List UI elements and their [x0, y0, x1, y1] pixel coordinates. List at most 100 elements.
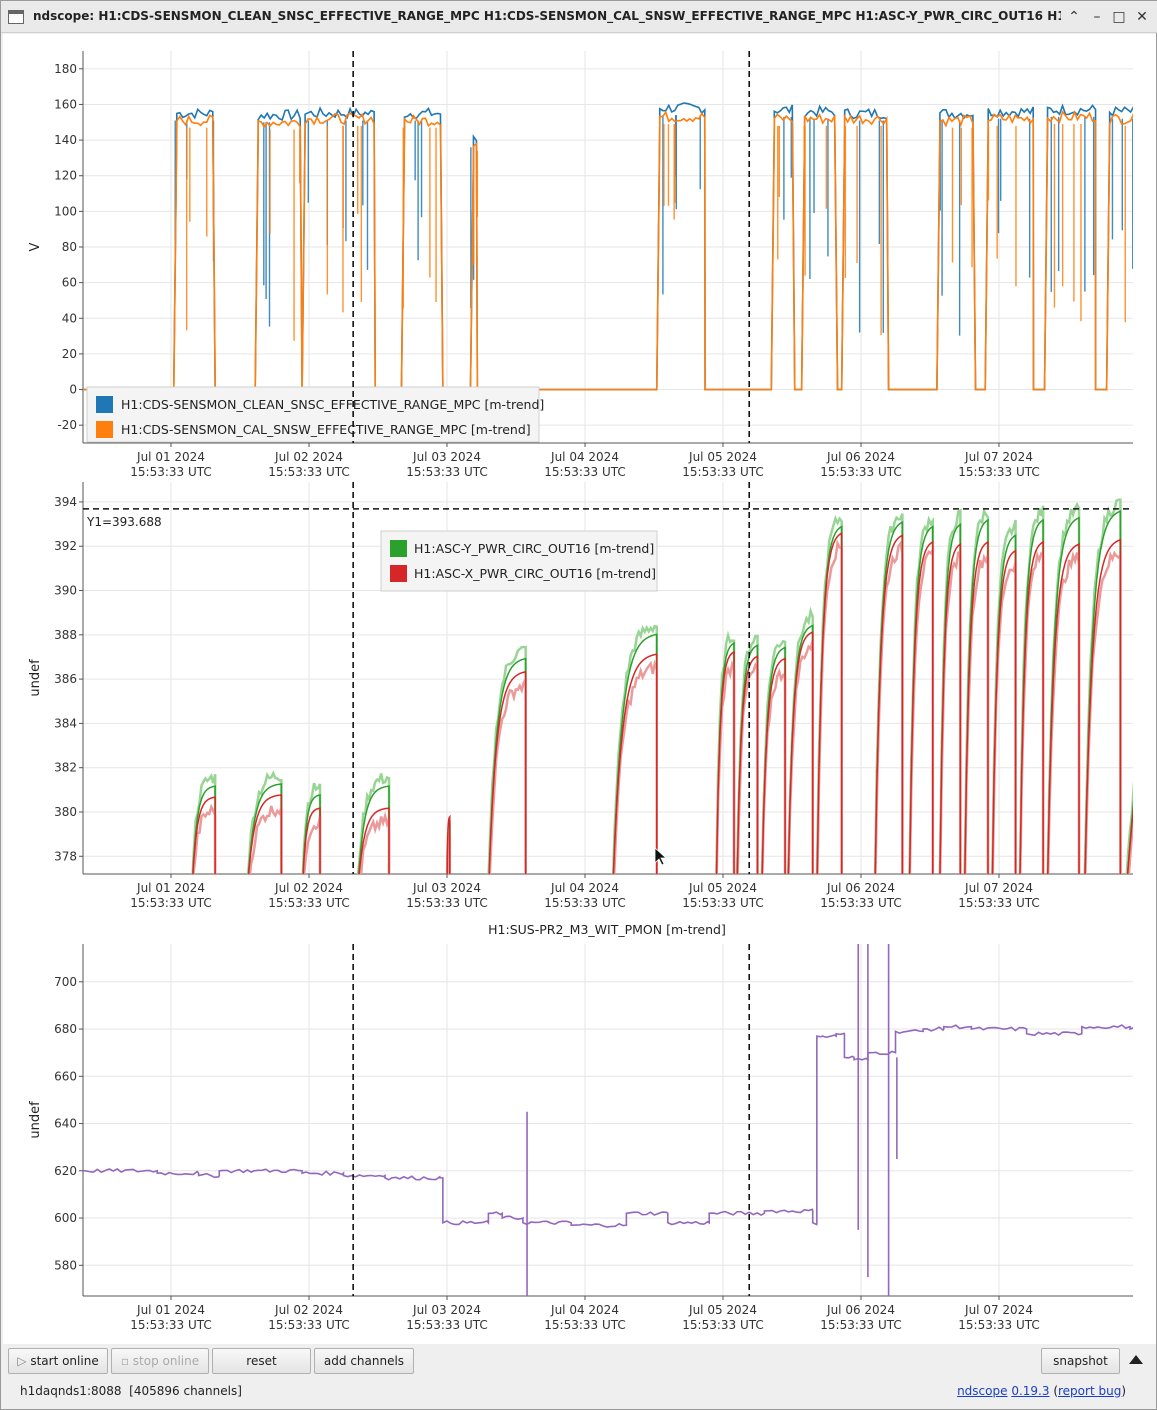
- start-online-button[interactable]: ▷ start online: [8, 1348, 108, 1374]
- start-online-label: start online: [30, 1354, 99, 1368]
- series-line: [446, 814, 451, 874]
- series-line: [787, 631, 814, 874]
- y-tick-label: 380: [54, 805, 77, 819]
- series-envelope: [248, 805, 283, 874]
- series-line: [874, 534, 904, 874]
- y-tick-label: 700: [54, 975, 77, 989]
- series-line: [1084, 538, 1122, 874]
- y-tick-label: 386: [54, 672, 77, 686]
- series-line: [715, 650, 735, 874]
- series-line: [488, 670, 527, 874]
- y-tick-label: 382: [54, 761, 77, 775]
- close-icon[interactable]: ✕: [1136, 9, 1148, 25]
- series-line: [1019, 540, 1044, 874]
- series-envelope: [612, 659, 659, 874]
- series-envelope: [302, 816, 322, 874]
- channel-count: [405896 channels]: [129, 1384, 242, 1398]
- status-version: ndscope 0.19.3 (report bug): [957, 1384, 1126, 1398]
- legend-label: H1:CDS-SENSMON_CLEAN_SNSC_EFFECTIVE_RANG…: [121, 397, 544, 412]
- y-tick-label: 392: [54, 539, 77, 553]
- y-tick-label: 160: [54, 97, 77, 111]
- panel3-title: H1:SUS-PR2_M3_WIT_PMON [m-trend]: [488, 922, 726, 937]
- stop-online-label: stop online: [132, 1354, 200, 1368]
- x-tick-label: 15:53:33 UTC: [406, 896, 488, 910]
- x-tick-label: Jul 07 2024: [964, 450, 1033, 464]
- y-tick-label: 390: [54, 584, 77, 598]
- series-envelope: [611, 624, 659, 874]
- legend-label: H1:ASC-X_PWR_CIRC_OUT16 [m-trend]: [414, 566, 656, 581]
- x-tick-label: 15:53:33 UTC: [544, 896, 626, 910]
- y-tick-label: 388: [54, 628, 77, 642]
- shade-up-icon[interactable]: ⌃: [1068, 9, 1080, 25]
- x-tick-label: Jul 01 2024: [136, 881, 205, 895]
- window-title: ndscope: H1:CDS-SENSMON_CLEAN_SNSC_EFFEC…: [33, 9, 1061, 23]
- y-tick-label: 600: [54, 1211, 77, 1225]
- minimize-icon[interactable]: –: [1093, 9, 1101, 25]
- series-line: [1047, 543, 1080, 874]
- plot-area: -20 0 20 40 60 80 100 120 140 160 180 Jul 01 2024 15…: [3, 34, 1156, 1344]
- x-tick-label: 15:53:33 UTC: [406, 465, 488, 479]
- y-tick-label: -20: [57, 418, 77, 432]
- y-tick-label: 40: [62, 311, 77, 325]
- legend-label: H1:ASC-Y_PWR_CIRC_OUT16 [m-trend]: [414, 541, 654, 556]
- x-tick-label: 15:53:33 UTC: [268, 896, 350, 910]
- series-line: [816, 531, 843, 874]
- series-line: [964, 540, 989, 874]
- panel1-legend: H1:CDS-SENSMON_CLEAN_SNSC_EFFECTIVE_RANG…: [86, 386, 544, 443]
- series-line: [908, 540, 934, 874]
- x-tick-label: 15:53:33 UTC: [958, 465, 1040, 479]
- series-line: [192, 796, 216, 874]
- x-tick-label: Jul 07 2024: [964, 1303, 1033, 1317]
- x-tick-label: Jul 02 2024: [274, 881, 343, 895]
- x-tick-label: Jul 04 2024: [550, 450, 619, 464]
- x-tick-label: Jul 06 2024: [826, 881, 895, 895]
- x-tick-label: Jul 06 2024: [826, 450, 895, 464]
- y-tick-label: 20: [62, 347, 77, 361]
- x-tick-label: 15:53:33 UTC: [406, 1318, 488, 1332]
- ndscope-link[interactable]: ndscope: [957, 1384, 1008, 1398]
- series-asc-x: [192, 531, 1133, 874]
- x-tick-label: Jul 02 2024: [274, 450, 343, 464]
- series-envelope: [1127, 813, 1133, 874]
- stop-online-button[interactable]: ▫ stop online: [111, 1348, 209, 1374]
- series-line: [736, 655, 759, 874]
- y-tick-label: 580: [54, 1258, 77, 1272]
- series-line: [192, 785, 216, 874]
- series-line: [83, 109, 1133, 391]
- title-bar[interactable]: ndscope: H1:CDS-SENSMON_CLEAN_SNSC_EFFEC…: [1, 1, 1157, 33]
- x-tick-label: Jul 03 2024: [412, 450, 481, 464]
- series-line: [1084, 510, 1122, 874]
- y-tick-label: 180: [54, 62, 77, 76]
- series-clean-snsc: [83, 102, 1133, 391]
- add-channels-button[interactable]: add channels: [314, 1348, 414, 1374]
- legend-swatch: [390, 540, 407, 557]
- legend-box: [380, 530, 658, 592]
- panel1-traces: [83, 102, 1133, 391]
- y-tick-label: 378: [54, 849, 77, 863]
- legend-swatch: [96, 396, 113, 413]
- y-tick-label: 80: [62, 240, 77, 254]
- status-server: h1daqnds1:8088 [405896 channels]: [20, 1384, 242, 1398]
- y-tick-label: 140: [54, 133, 77, 147]
- reset-button[interactable]: reset: [212, 1348, 311, 1374]
- x-tick-label: Jul 06 2024: [826, 1303, 895, 1317]
- series-line: [1126, 805, 1133, 874]
- y-tick-label: 620: [54, 1164, 77, 1178]
- y-tick-label: 680: [54, 1022, 77, 1036]
- collapse-arrow-icon[interactable]: [1129, 1355, 1143, 1364]
- x-tick-label: 15:53:33 UTC: [682, 465, 764, 479]
- report-bug-link[interactable]: report bug: [1058, 1384, 1122, 1398]
- y-axis-label: V: [28, 242, 43, 251]
- stop-icon: ▫: [120, 1354, 133, 1368]
- x-tick-label: 15:53:33 UTC: [268, 465, 350, 479]
- x-tick-label: 15:53:33 UTC: [958, 1318, 1040, 1332]
- snapshot-button[interactable]: snapshot: [1041, 1348, 1120, 1374]
- x-tick-label: Jul 04 2024: [550, 1303, 619, 1317]
- version-link[interactable]: 0.19.3: [1011, 1384, 1050, 1398]
- x-tick-label: Jul 04 2024: [550, 881, 619, 895]
- panel2-traces: [191, 498, 1133, 874]
- x-tick-label: 15:53:33 UTC: [682, 1318, 764, 1332]
- maximize-icon[interactable]: □: [1112, 9, 1126, 25]
